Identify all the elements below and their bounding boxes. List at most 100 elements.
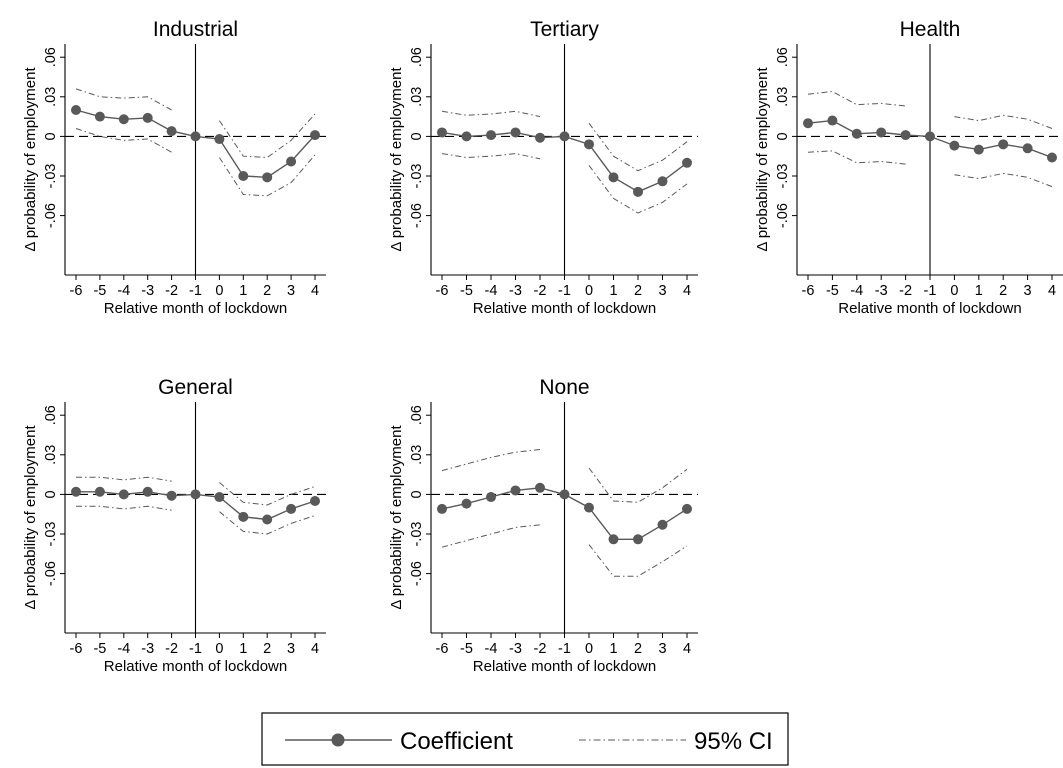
coefficient-point <box>262 172 273 183</box>
x-tick-label: -1 <box>189 641 202 657</box>
coefficient-point <box>118 489 129 500</box>
x-tick-label: -5 <box>460 641 473 657</box>
coefficient-point <box>166 126 177 137</box>
y-axis-label: Δ probability of employment <box>388 425 405 610</box>
x-tick-label: 0 <box>215 283 223 299</box>
legend-coefficient-marker <box>331 733 345 747</box>
x-tick-label: 4 <box>311 641 319 657</box>
y-tick-label: .06 <box>409 47 425 67</box>
x-tick-label: -5 <box>93 283 106 299</box>
x-tick-label: 1 <box>975 283 983 299</box>
coefficient-point <box>190 131 201 142</box>
ci-upper-line-post <box>588 467 688 503</box>
coefficient-point <box>286 503 297 514</box>
x-tick-label: 4 <box>1048 283 1056 299</box>
x-tick-label: 3 <box>287 283 295 299</box>
coefficient-point <box>238 511 249 522</box>
ci-upper-line-pre <box>441 449 541 472</box>
panels: Industrial.06.030-.03-.06Δ probability o… <box>22 18 1063 675</box>
y-tick-label: .06 <box>43 405 59 425</box>
y-tick-label: 0 <box>775 132 791 140</box>
x-tick-label: -3 <box>875 283 888 299</box>
x-tick-label: 0 <box>585 283 593 299</box>
y-tick-label: .03 <box>409 445 425 465</box>
coefficient-point <box>94 111 105 122</box>
x-axis-label: Relative month of lockdown <box>473 300 656 317</box>
x-tick-label: 2 <box>634 283 642 299</box>
x-axis-label: Relative month of lockdown <box>473 658 656 675</box>
x-tick-label: -4 <box>485 641 498 657</box>
coefficient-point <box>559 131 570 142</box>
x-tick-label: 4 <box>683 283 691 299</box>
y-tick-label: -.06 <box>775 203 791 228</box>
ci-upper-line-post <box>588 122 688 172</box>
coefficient-point <box>657 176 668 187</box>
ci-upper-line-pre <box>441 110 541 118</box>
coefficient-point <box>214 492 225 503</box>
y-tick-label: -.06 <box>409 203 425 228</box>
y-axis-label: Δ probability of employment <box>22 67 39 252</box>
coefficient-point <box>118 114 129 125</box>
panel-0: Industrial .06 .03 0 -.03 -.06Δ probability o… <box>22 18 326 317</box>
coefficient-point <box>310 130 320 141</box>
ci-lower-line-pre <box>441 153 541 160</box>
ci-lower-line-post <box>218 154 316 197</box>
coefficient-point <box>803 118 813 129</box>
x-tick-label: 1 <box>609 283 617 299</box>
y-tick-label: 0 <box>409 132 425 140</box>
coefficient-point <box>71 486 81 497</box>
ci-lower-line-pre <box>441 524 541 548</box>
x-tick-label: -1 <box>924 283 937 299</box>
coefficient-point <box>461 498 472 509</box>
x-tick-label: 1 <box>239 283 247 299</box>
ci-upper-line-post <box>954 114 1053 129</box>
coefficient-point <box>559 489 570 500</box>
x-tick-label: -6 <box>436 641 449 657</box>
x-tick-label: 1 <box>609 641 617 657</box>
panel-title: Tertiary <box>530 18 599 41</box>
y-tick-label: .06 <box>409 405 425 425</box>
coefficient-point <box>584 502 594 513</box>
coefficient-point <box>535 482 545 493</box>
coefficient-point <box>827 115 838 126</box>
ci-upper-line-pre <box>807 90 906 107</box>
ci-lower-line-post <box>588 544 688 577</box>
coefficient-point <box>608 172 619 183</box>
panel-title: General <box>158 376 233 399</box>
legend-label-coefficient: Coefficient <box>400 728 513 755</box>
x-tick-label: -5 <box>460 283 473 299</box>
panel-title: Industrial <box>153 18 238 41</box>
coefficient-point <box>437 503 447 514</box>
coefficient-point <box>71 105 81 115</box>
panel-title: Health <box>900 18 961 41</box>
y-tick-label: -.06 <box>409 561 425 586</box>
coefficient-point <box>851 128 862 139</box>
x-tick-label: -4 <box>117 641 130 657</box>
coefficient-point <box>238 171 249 181</box>
coefficient-point <box>657 519 668 530</box>
coefficient-point <box>633 186 643 197</box>
x-tick-label: -2 <box>534 641 547 657</box>
x-axis-label: Relative month of lockdown <box>104 658 287 675</box>
coefficient-point <box>1047 152 1057 163</box>
coefficient-point <box>925 131 935 142</box>
x-tick-label: -4 <box>485 283 498 299</box>
coefficient-point <box>633 534 643 545</box>
x-tick-label: -1 <box>558 641 571 657</box>
legend-box <box>261 712 789 766</box>
x-tick-label: 0 <box>215 641 223 657</box>
coefficient-point <box>286 156 297 167</box>
x-tick-label: -2 <box>534 283 547 299</box>
y-axis-label: Δ probability of employment <box>388 67 405 252</box>
x-tick-label: -3 <box>141 641 154 657</box>
y-tick-label: 0 <box>409 490 425 498</box>
x-tick-label: -2 <box>165 641 178 657</box>
y-tick-label: -.06 <box>43 561 59 586</box>
y-tick-label: -.03 <box>43 164 59 189</box>
ci-upper-line-pre <box>76 476 172 482</box>
x-tick-label: 0 <box>950 283 958 299</box>
y-tick-label: -.03 <box>409 522 425 547</box>
x-tick-label: -1 <box>558 283 571 299</box>
coefficient-point <box>142 486 153 497</box>
x-tick-label: -1 <box>189 283 202 299</box>
